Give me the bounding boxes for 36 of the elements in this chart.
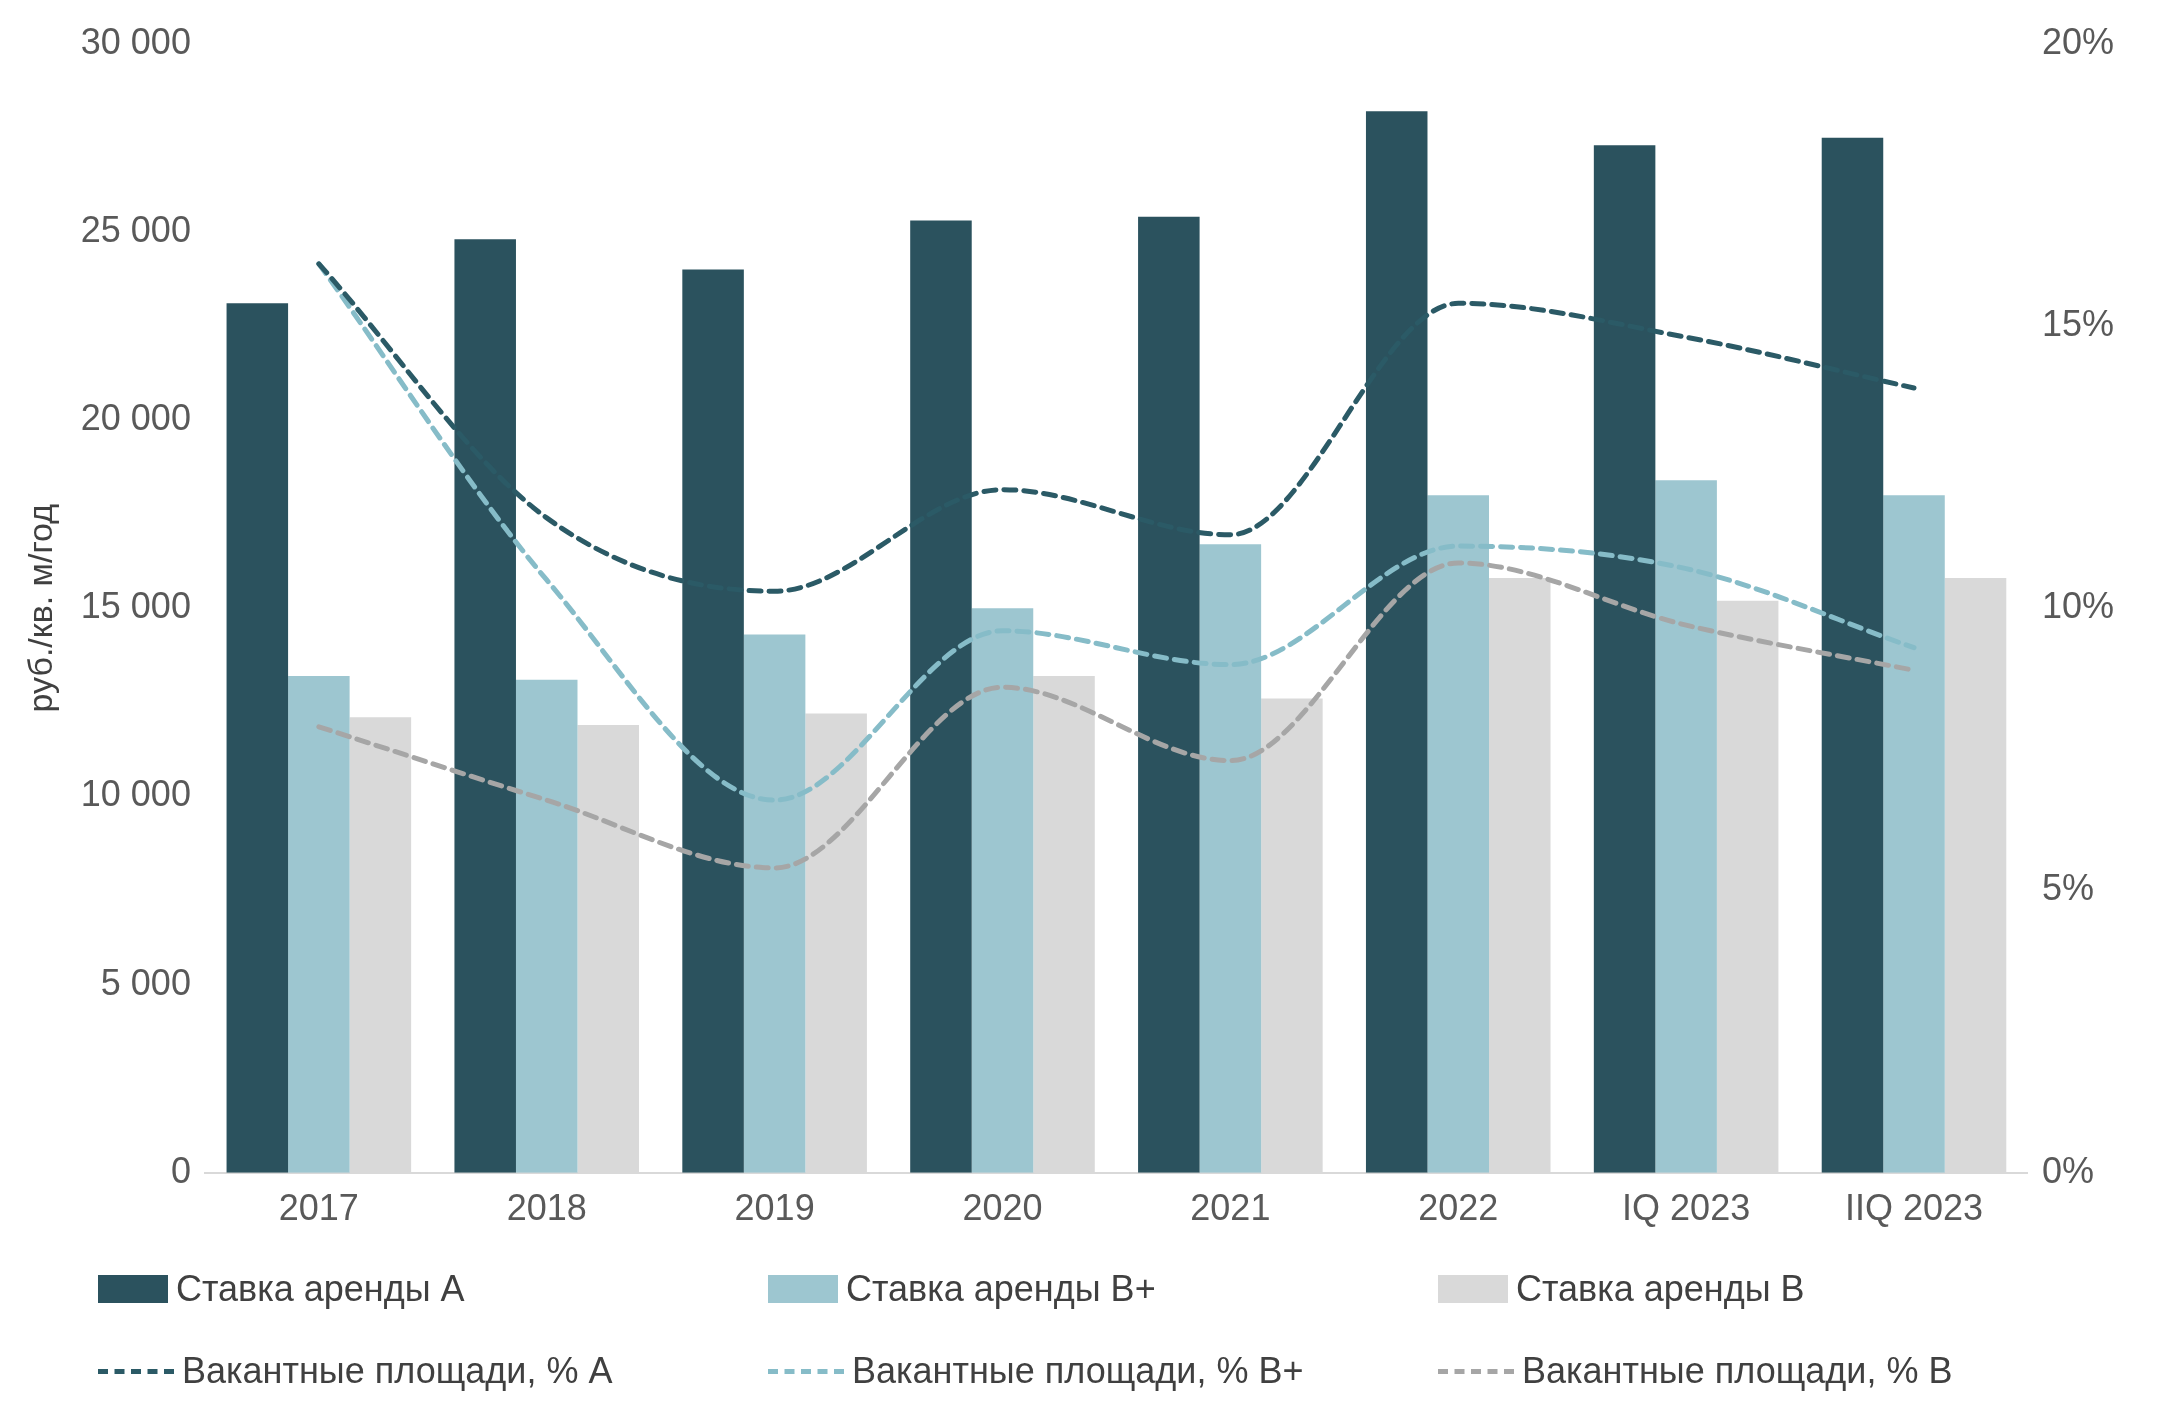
y-tick-label: 20 000 (80, 396, 191, 438)
bar (1655, 480, 1717, 1173)
legend-label: Ставка аренды А (176, 1268, 465, 1310)
y-tick-label: 15 000 (80, 585, 191, 627)
y2-tick-label: 0% (2041, 1149, 2094, 1191)
legend-label: Вакантные площади, % В (1522, 1350, 1953, 1392)
bar (1883, 495, 1945, 1173)
y-tick-label: 5 000 (100, 961, 191, 1003)
x-tick-label: 2022 (1418, 1187, 1499, 1229)
y-tick-label: 10 000 (80, 773, 191, 815)
x-tick-label: 2019 (734, 1187, 815, 1229)
legend-label: Вакантные площади, % А (182, 1350, 613, 1392)
x-tick-label: 2017 (278, 1187, 359, 1229)
bar (226, 303, 289, 1173)
legend-label: Ставка аренды В (1516, 1268, 1805, 1310)
legend-label: Вакантные площади, % В+ (852, 1350, 1304, 1392)
x-tick-label: 2020 (962, 1187, 1043, 1229)
bar (971, 608, 1034, 1173)
x-tick-label: IIQ 2023 (1844, 1187, 1984, 1229)
x-tick-label: IQ 2023 (1622, 1187, 1751, 1229)
y-tick-label: 30 000 (80, 20, 191, 62)
y-tick-label: 25 000 (80, 208, 191, 250)
y2-tick-label: 20% (2041, 20, 2115, 62)
y-axis-title: руб./кв. м/год (20, 503, 59, 713)
x-tick-label: 2021 (1190, 1187, 1271, 1229)
legend-label: Ставка аренды В+ (846, 1268, 1156, 1310)
y2-tick-label: 15% (2041, 302, 2115, 344)
bar (1427, 495, 1490, 1173)
bar (743, 634, 806, 1173)
y2-tick-label: 10% (2041, 585, 2115, 627)
bar (288, 675, 350, 1173)
bar (515, 679, 578, 1173)
y-tick-label: 0 (170, 1149, 191, 1191)
y2-tick-label: 5% (2041, 867, 2094, 909)
bar (1199, 544, 1262, 1173)
x-tick-label: 2018 (506, 1187, 587, 1229)
